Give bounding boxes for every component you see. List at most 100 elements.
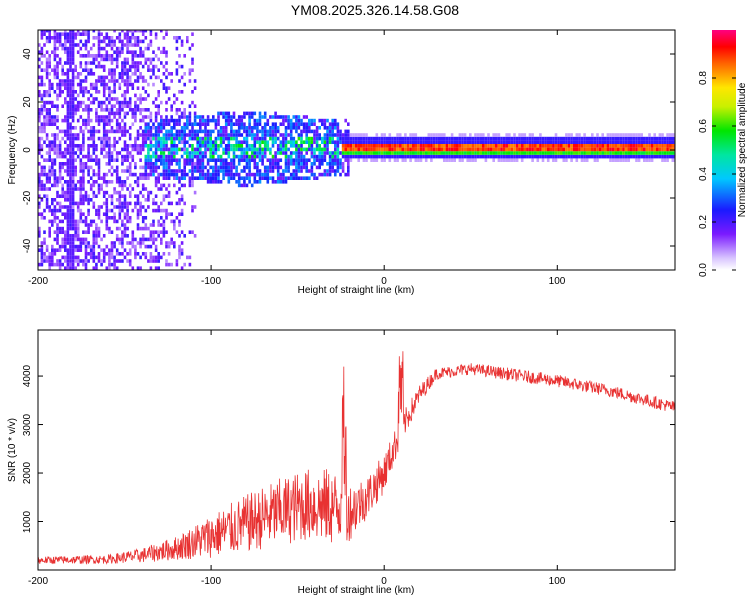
spectrogram-cell (121, 230, 124, 234)
spectrogram-cell (222, 126, 225, 130)
spectrogram-cell (118, 183, 122, 188)
spectrogram-cell (365, 158, 368, 162)
spectrogram-cell (113, 144, 116, 148)
spectrogram-cell (165, 162, 168, 166)
spectrogram-cell (300, 169, 303, 173)
spectrogram-cell (126, 151, 129, 155)
spectrogram-cell (149, 144, 153, 148)
spectrogram-cell (53, 57, 57, 62)
spectrogram-cell (154, 183, 158, 188)
spectrogram-cell (305, 162, 308, 166)
bottom-x-tick-label: -100 (201, 576, 221, 587)
spectrogram-cell (108, 226, 111, 231)
spectrogram-cell (510, 151, 514, 155)
spectrogram-cell (318, 151, 321, 155)
spectrogram-cell (149, 140, 153, 144)
spectrogram-cell (219, 158, 223, 162)
spectrogram-cell (71, 136, 75, 141)
spectrogram-cell (596, 133, 599, 137)
spectrogram-cell (622, 144, 625, 148)
spectrogram-cell (284, 158, 288, 162)
spectrogram-cell (549, 151, 553, 155)
spectrogram-cell (448, 140, 451, 144)
spectrogram-cell (520, 144, 524, 148)
spectrogram-cell (71, 198, 75, 202)
spectrogram-cell (167, 190, 171, 195)
spectrogram-cell (61, 68, 64, 72)
spectrogram-cell (380, 154, 384, 159)
spectrogram-cell (108, 208, 111, 213)
spectrogram-cell (575, 147, 579, 152)
spectrogram-cell (66, 165, 70, 170)
spectrogram-cell (575, 136, 579, 141)
spectrogram-cell (167, 244, 171, 249)
spectrogram-cell (118, 212, 122, 216)
spectrogram-cell (212, 151, 215, 155)
spectrogram-cell (71, 219, 75, 224)
spectrogram-cell (658, 136, 662, 141)
spectrogram-cell (224, 147, 228, 152)
spectrogram-cell (183, 162, 186, 166)
spectrogram-cell (102, 93, 106, 98)
spectrogram-cell (40, 147, 44, 152)
spectrogram-cell (89, 187, 93, 191)
spectrogram-cell (183, 115, 186, 119)
spectrogram-cell (248, 158, 251, 162)
spectrogram-cell (360, 154, 363, 159)
spectrogram-cell (331, 133, 334, 137)
spectrogram-cell (235, 165, 238, 170)
spectrogram-cell (139, 144, 142, 148)
spectrogram-cell (69, 140, 72, 144)
spectrogram-cell (235, 147, 238, 152)
spectrogram-cell (183, 172, 186, 177)
spectrogram-cell (279, 172, 283, 177)
spectrogram-cell (360, 133, 363, 137)
spectrogram-cell (183, 126, 186, 130)
spectrogram-cell (79, 194, 83, 198)
spectrogram-cell (157, 57, 160, 62)
spectrogram-cell (347, 165, 350, 170)
spectrogram-cell (544, 151, 547, 155)
spectrogram-cell (123, 158, 127, 162)
spectrogram-cell (206, 162, 210, 166)
spectrogram-cell (123, 154, 127, 159)
spectrogram-cell (105, 266, 109, 270)
spectrogram-cell (404, 147, 407, 152)
spectrogram-cell (180, 136, 184, 141)
spectrogram-cell (154, 230, 158, 234)
spectrogram-cell (115, 97, 119, 101)
spectrogram-cell (245, 158, 249, 162)
spectrogram-cell (188, 79, 192, 83)
spectrogram-cell (56, 234, 59, 238)
spectrogram-cell (136, 198, 140, 202)
spectrogram-cell (131, 230, 135, 234)
spectrogram-cell (84, 162, 88, 166)
spectrogram-cell (110, 151, 114, 155)
spectrogram-cell (92, 219, 96, 224)
spectrogram-cell (92, 158, 96, 162)
spectrogram-cell (336, 136, 340, 141)
spectrogram-cell (323, 140, 327, 144)
spectrogram-cell (113, 75, 116, 80)
spectrogram-cell (38, 75, 41, 80)
spectrogram-cell (440, 140, 444, 144)
spectrogram-cell (149, 118, 153, 123)
spectrogram-cell (51, 158, 54, 162)
snr-background (38, 330, 675, 570)
spectrogram-cell (123, 64, 127, 69)
spectrogram-cell (66, 133, 70, 137)
spectrogram-cell (398, 151, 402, 155)
spectrogram-cell (367, 140, 371, 144)
spectrogram-cell (154, 201, 158, 206)
spectrogram-cell (157, 129, 160, 134)
spectrogram-cell (206, 144, 210, 148)
spectrogram-cell (531, 144, 534, 148)
spectrogram-cell (141, 97, 145, 101)
spectrogram-cell (97, 169, 101, 173)
spectrogram-cell (108, 68, 111, 72)
spectrogram-cell (396, 144, 399, 148)
spectrogram-cell (82, 68, 85, 72)
spectrogram-cell (648, 140, 651, 144)
spectrogram-cell (157, 205, 160, 209)
spectrogram-cell (69, 244, 72, 249)
